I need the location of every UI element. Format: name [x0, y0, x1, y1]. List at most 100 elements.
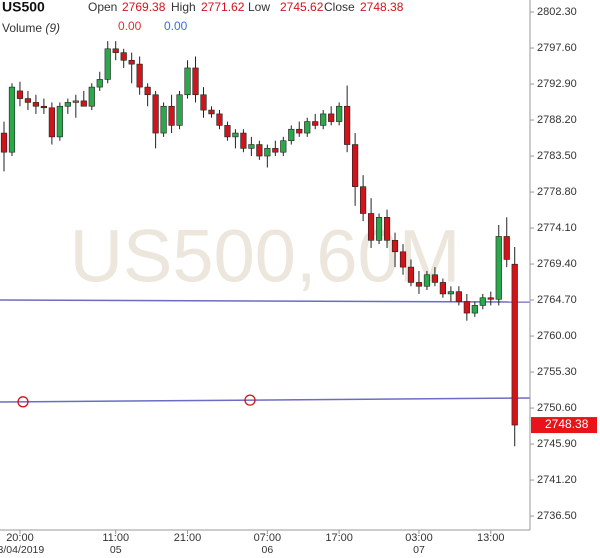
candle-body [455, 291, 462, 302]
candle-body [176, 94, 183, 126]
candle-body [32, 102, 40, 107]
y-tick-label: 2741.20 [537, 474, 577, 486]
candle-body [184, 67, 191, 96]
header-value: 2769.38 [122, 0, 166, 14]
candle-body [240, 132, 247, 149]
header-label: Open [88, 0, 117, 14]
x-tick-label: 17:00 [325, 532, 353, 544]
candle-body [336, 105, 343, 122]
header-label: High [171, 0, 196, 14]
candle-body [495, 236, 502, 300]
candle-body [168, 105, 175, 126]
candle-body [40, 105, 47, 109]
candle-body [16, 90, 24, 99]
y-tick-label: 2774.10 [537, 222, 577, 234]
trendline [0, 299, 531, 303]
x-tick-label: 13:00 [477, 532, 505, 544]
last-price-box [531, 417, 597, 434]
trendline-anchor [244, 394, 256, 406]
candle-body [0, 132, 8, 153]
x-tick-label: 07:00 [254, 532, 282, 544]
candle-body [104, 48, 111, 80]
volume-value: 0.00 [164, 19, 188, 33]
candle-body [80, 100, 87, 107]
candle-body [367, 213, 375, 241]
candle-body [88, 86, 95, 107]
y-tick-label: 2755.30 [537, 366, 577, 378]
candle-body [64, 102, 71, 107]
x-tick-label: 21:00 [174, 532, 202, 544]
candle-body [439, 282, 447, 295]
candle-body [407, 266, 415, 283]
candle-body [503, 236, 510, 260]
candle-body [447, 291, 454, 295]
candle-body [375, 217, 383, 241]
candle-body [160, 105, 167, 134]
y-tick-label: 2792.90 [537, 78, 577, 90]
candle-body [136, 63, 143, 88]
candle-body [128, 59, 135, 65]
symbol: US500 [2, 0, 45, 15]
candle-body [264, 148, 271, 157]
header-value: 2748.38 [360, 0, 404, 14]
y-tick-label: 2778.80 [537, 186, 577, 198]
x-tick-label: 11:00 [102, 532, 129, 544]
volume-period: (9) [45, 21, 60, 35]
candle-body [383, 217, 391, 241]
candle-body [8, 86, 16, 153]
candle-body [248, 144, 255, 149]
y-tick-label: 2783.50 [537, 150, 577, 162]
x-date-label: 05 [110, 544, 122, 556]
candle-body [487, 297, 494, 300]
candle-body [320, 113, 327, 126]
candle-body [296, 128, 303, 134]
y-tick-label: 2788.20 [537, 114, 577, 126]
candle-body [511, 263, 518, 426]
candle-body [200, 94, 207, 111]
candle-body [56, 105, 63, 138]
x-tick-label: 03:00 [405, 532, 433, 544]
volume-value: 0.00 [118, 19, 142, 33]
y-tick-label: 2745.90 [537, 438, 577, 450]
candle-body [288, 128, 295, 142]
y-tick-label: 2797.60 [537, 42, 577, 54]
header-label: Close [324, 0, 355, 14]
candle-body [479, 297, 486, 306]
candle-body [415, 282, 423, 287]
candle-body [192, 67, 199, 96]
x-tick-label: 20:00 [6, 532, 34, 544]
candle-body [232, 132, 239, 138]
candle-body [144, 86, 151, 96]
candle-body [120, 52, 127, 61]
volume-label: Volume (9) [2, 21, 60, 35]
candle-body [471, 305, 478, 314]
y-tick-label: 2769.40 [537, 258, 577, 270]
y-tick-label: 2802.30 [537, 6, 577, 18]
candle-body [312, 121, 319, 126]
x-date-label: 06 [261, 544, 273, 556]
candle-body [463, 301, 470, 314]
candle-body [399, 251, 407, 268]
y-tick-label: 2736.50 [537, 510, 577, 522]
candle-body [152, 94, 159, 134]
header-label: Low [248, 0, 270, 14]
header-value: 2771.62 [201, 0, 245, 14]
candle-body [224, 125, 231, 138]
candle-body [391, 239, 399, 253]
candle-body [304, 121, 311, 134]
candle-body [344, 105, 351, 145]
trendline [0, 397, 531, 403]
x-date-label: 03/04/2019 [0, 544, 44, 556]
candle-body [96, 79, 103, 88]
candle-body [24, 98, 32, 103]
candle-body [72, 100, 79, 103]
y-tick-label: 2764.70 [537, 294, 577, 306]
candle-body [272, 148, 279, 153]
candle-body [359, 186, 367, 214]
candle-body [423, 274, 431, 287]
candle-body [352, 144, 359, 187]
candle-body [431, 274, 439, 283]
header: US500 Open 2769.38 High 2771.62 Low 2745.62 Clo… [2, 0, 404, 35]
last-price-label: 2748.38 [545, 417, 589, 431]
